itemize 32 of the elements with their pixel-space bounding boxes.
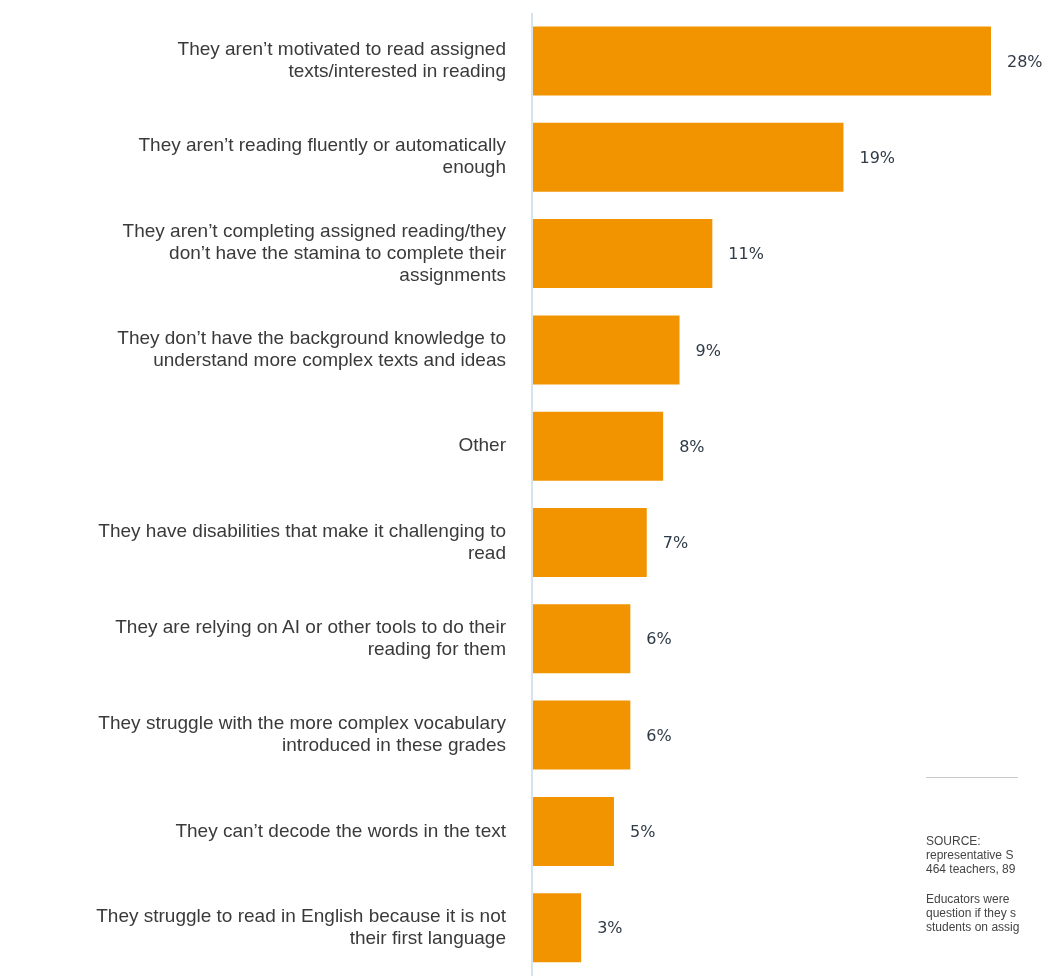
data-label: 5% xyxy=(629,822,656,842)
bar xyxy=(532,507,647,577)
annotation: SOURCE: representative S 464 teachers, 89 xyxy=(926,834,1016,876)
bar xyxy=(532,411,664,481)
bar xyxy=(532,219,713,289)
data-label: 3% xyxy=(597,918,623,938)
bar xyxy=(532,122,844,192)
bar xyxy=(532,796,614,866)
data-label: 11% xyxy=(728,244,764,264)
annotation: Educators were question if they s students on assig xyxy=(926,892,1020,934)
bar xyxy=(532,26,991,96)
y-tick-label: They are relying on AI or other tools to do their reading for them xyxy=(115,615,507,659)
bar xyxy=(532,700,631,770)
y-tick-label: They aren’t motivated to read assigned texts/interested in reading xyxy=(177,38,506,82)
y-tick-label: They struggle to read in English because it is not their first language xyxy=(96,904,507,948)
data-label: 28% xyxy=(1007,51,1043,71)
bar xyxy=(532,604,631,674)
data-label: 9% xyxy=(695,340,721,360)
y-tick-label: They aren’t completing assigned reading/they don’t have the stamina to complete their assignments xyxy=(122,219,507,285)
y-tick-label: They have disabilities that make it challenging to read xyxy=(98,519,506,563)
bar xyxy=(532,893,582,963)
y-tick-label: They struggle with the more complex vocabulary introduced in these grades xyxy=(98,712,507,756)
y-tick-label: They don’t have the background knowledge to understand more complex texts and ideas xyxy=(117,327,506,371)
data-label: 7% xyxy=(662,533,689,553)
y-tick-label: They can’t decode the words in the text xyxy=(175,819,507,841)
data-label: 6% xyxy=(646,629,672,649)
y-tick-label: Other xyxy=(458,434,507,456)
y-tick-label: They aren’t reading fluently or automatically enough xyxy=(138,134,507,178)
bar xyxy=(532,315,680,385)
data-label: 6% xyxy=(646,725,672,745)
data-label: 8% xyxy=(679,436,705,456)
data-label: 19% xyxy=(859,147,896,167)
